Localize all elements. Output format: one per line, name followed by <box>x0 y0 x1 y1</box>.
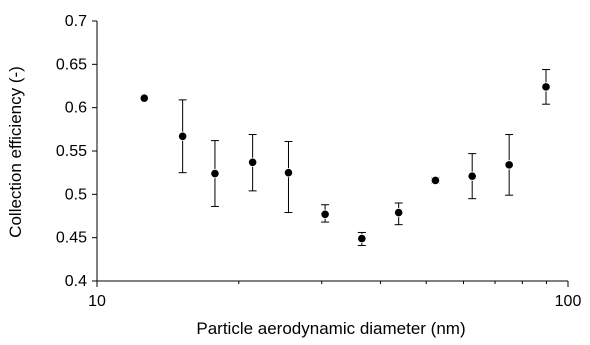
data-point <box>210 168 220 179</box>
data-point <box>283 168 294 178</box>
data-point <box>504 160 514 170</box>
data-point <box>320 209 330 219</box>
data-point <box>178 131 188 141</box>
data-point <box>430 175 441 186</box>
data-point <box>467 171 477 181</box>
x-tick-label: 100 <box>555 293 582 310</box>
y-axis: 0.4 0.45 0.5 0.55 0.6 0.65 0.7 <box>56 13 98 290</box>
y-tick-label: 0.65 <box>56 56 87 73</box>
x-tick-label: 10 <box>88 293 106 310</box>
data-point <box>541 82 551 92</box>
plot-area <box>139 69 551 246</box>
data-point <box>357 233 367 244</box>
y-tick-label: 0.7 <box>65 13 87 30</box>
y-tick-label: 0.4 <box>65 273 87 290</box>
y-axis-title: Collection efficiency (-) <box>6 66 25 238</box>
y-tick-label: 0.5 <box>65 186 87 203</box>
x-axis-title: Particle aerodynamic diameter (nm) <box>196 319 465 338</box>
data-point <box>248 157 258 167</box>
y-tick-label: 0.6 <box>65 100 87 117</box>
y-tick-label: 0.45 <box>56 230 87 247</box>
data-point <box>394 207 404 218</box>
data-point <box>139 93 149 103</box>
x-axis: 10 100 <box>88 280 582 310</box>
y-tick-label: 0.55 <box>56 143 87 160</box>
